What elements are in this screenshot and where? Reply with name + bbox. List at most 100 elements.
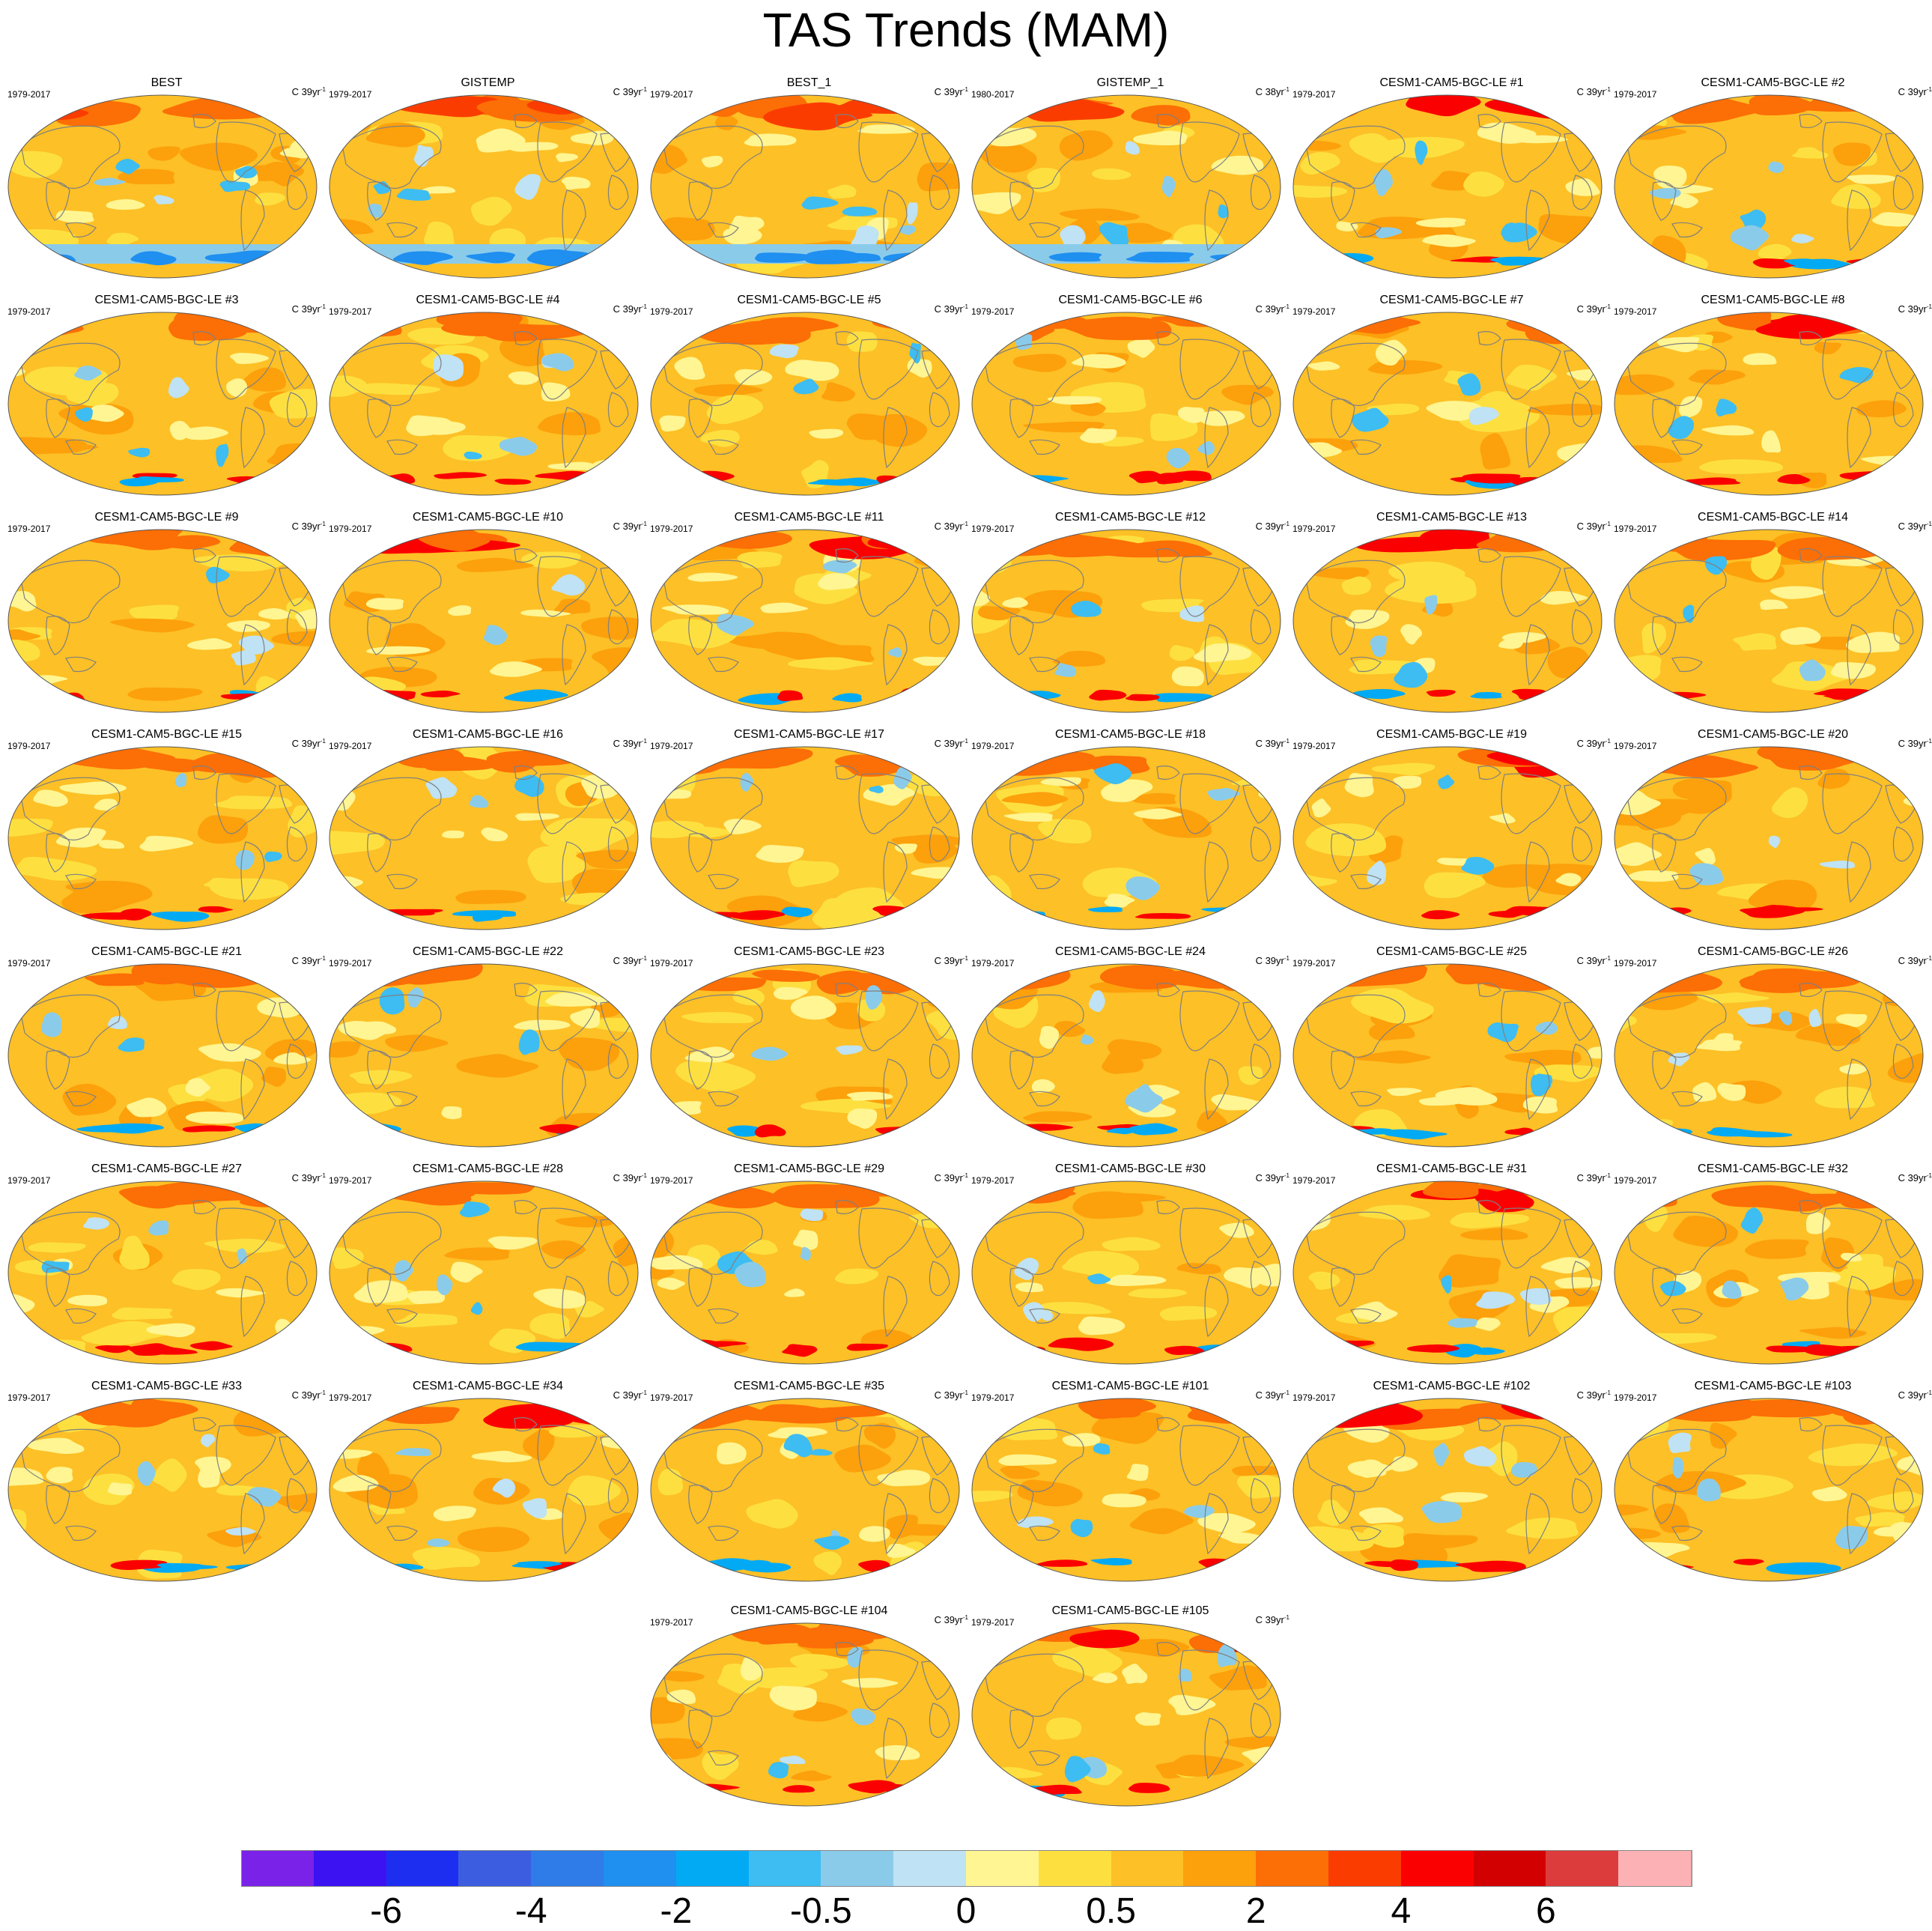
field-cold (1093, 1443, 1111, 1455)
continent-outline (386, 1091, 418, 1107)
continent-outline (1652, 1050, 1677, 1090)
continent-outline (835, 766, 859, 780)
map-panel: CESM1-CAM5-BGC-LE #14 1979-2017 C 39yr-1 (1612, 509, 1932, 727)
field-patch (329, 1247, 364, 1270)
continent-outline (1571, 175, 1593, 210)
continent-outline (367, 616, 392, 655)
continent-outline (192, 1417, 216, 1432)
panel-units: C 39yr-1 (291, 303, 326, 315)
field-arctic (816, 1405, 890, 1418)
continent-outline (1250, 826, 1272, 862)
field-patch (1062, 1433, 1101, 1447)
map-svg (650, 94, 960, 279)
map-panel: CESM1-CAM5-BGC-LE #101 1979-2017 C 39yr-1 (970, 1378, 1291, 1595)
field-patch (1474, 1317, 1501, 1331)
panel-title: CESM1-CAM5-BGC-LE #5 (737, 294, 881, 306)
map-svg (1614, 312, 1924, 496)
field-patch (834, 1444, 891, 1473)
continent-outline (929, 1261, 950, 1297)
map-edge (971, 746, 1281, 930)
panel-title: CESM1-CAM5-BGC-LE #11 (734, 511, 884, 524)
panel-period: 1979-2017 (329, 1175, 372, 1186)
field-south (1777, 473, 1811, 485)
map-panel: CESM1-CAM5-BGC-LE #13 1979-2017 C 39yr-1 (1291, 509, 1612, 727)
field-patch (242, 367, 287, 392)
continent-outline (663, 994, 763, 1058)
field-patch (1463, 171, 1504, 197)
continent-outline (1671, 1091, 1703, 1107)
field-cold (231, 650, 257, 666)
map-edge (329, 1180, 639, 1365)
continent-outline (1477, 331, 1501, 346)
field-patch (1482, 864, 1568, 888)
field-south (198, 906, 234, 913)
panel-units: C 39yr-1 (291, 955, 326, 966)
trend-field (1614, 530, 1923, 712)
field-patch (1127, 336, 1155, 358)
field-cold (514, 174, 541, 200)
field-patch (809, 428, 844, 439)
field-patch (756, 845, 804, 863)
field-south (1014, 1346, 1046, 1356)
continent-outline (708, 1750, 739, 1766)
field-patch (1845, 175, 1897, 184)
continent-outline (537, 990, 598, 1052)
field-south (1036, 1559, 1088, 1567)
field-patch (570, 130, 614, 145)
map-svg (971, 529, 1281, 713)
field-patch (408, 419, 466, 435)
field-arctic (1218, 1183, 1281, 1204)
field-arctic (1835, 1185, 1909, 1209)
continent-outline (835, 1642, 859, 1657)
field-patch (456, 1054, 539, 1078)
field-patch (998, 1454, 1057, 1467)
field-cold (1799, 659, 1826, 682)
field-patch (8, 819, 53, 837)
continent-outline (1250, 392, 1272, 428)
continent-outline (883, 1276, 908, 1338)
field-cold (1461, 857, 1495, 875)
panel-title: CESM1-CAM5-BGC-LE #34 (413, 1380, 563, 1392)
field-south (1803, 1344, 1847, 1356)
field-patch (813, 1551, 842, 1575)
continent-outline (386, 1308, 418, 1324)
panel-units: C 39yr-1 (934, 1614, 968, 1625)
continent-outline (562, 841, 586, 903)
continent-outline (46, 1485, 70, 1524)
field-patch (1027, 168, 1060, 193)
panel-units: C 39yr-1 (1576, 1172, 1611, 1183)
field-patch (1308, 1271, 1340, 1290)
map-svg (971, 94, 1281, 279)
continent-outline (1204, 1718, 1229, 1780)
field-patch (1129, 1508, 1194, 1535)
panel-title: CESM1-CAM5-BGC-LE #25 (1376, 945, 1527, 958)
field-patch (789, 1654, 850, 1670)
map-svg (7, 94, 318, 279)
continent-outline (708, 1308, 739, 1324)
field-arctic (743, 1623, 816, 1645)
map-edge (971, 529, 1281, 713)
field-arctic (1422, 1181, 1479, 1199)
map-svg (1614, 1398, 1924, 1582)
field-cold (1054, 663, 1077, 677)
continent-outline (883, 407, 908, 469)
map-panel: CESM1-CAM5-BGC-LE #104 1979-2017 C 39yr-1 (648, 1603, 970, 1820)
continent-outline (341, 1211, 442, 1276)
continent-outline (1179, 556, 1240, 617)
panel-period: 1979-2017 (1292, 524, 1336, 534)
field-patch (744, 133, 797, 147)
continent-outline (1029, 222, 1060, 238)
field-patch (881, 1524, 947, 1536)
field-patch (1835, 1013, 1868, 1028)
field-patch (271, 631, 317, 647)
field-cold (518, 1029, 540, 1055)
map-panel: CESM1-CAM5-BGC-LE #33 1979-2017 C 39yr-1 (6, 1378, 327, 1595)
field-patch (1626, 870, 1679, 882)
field-patch (1832, 142, 1871, 166)
field-cold (1016, 1516, 1054, 1528)
field-cold (74, 366, 103, 381)
continent-outline (1525, 1058, 1550, 1121)
field-patch (1814, 1086, 1875, 1109)
continent-outline (708, 1525, 739, 1542)
field-arctic (1209, 1184, 1278, 1199)
